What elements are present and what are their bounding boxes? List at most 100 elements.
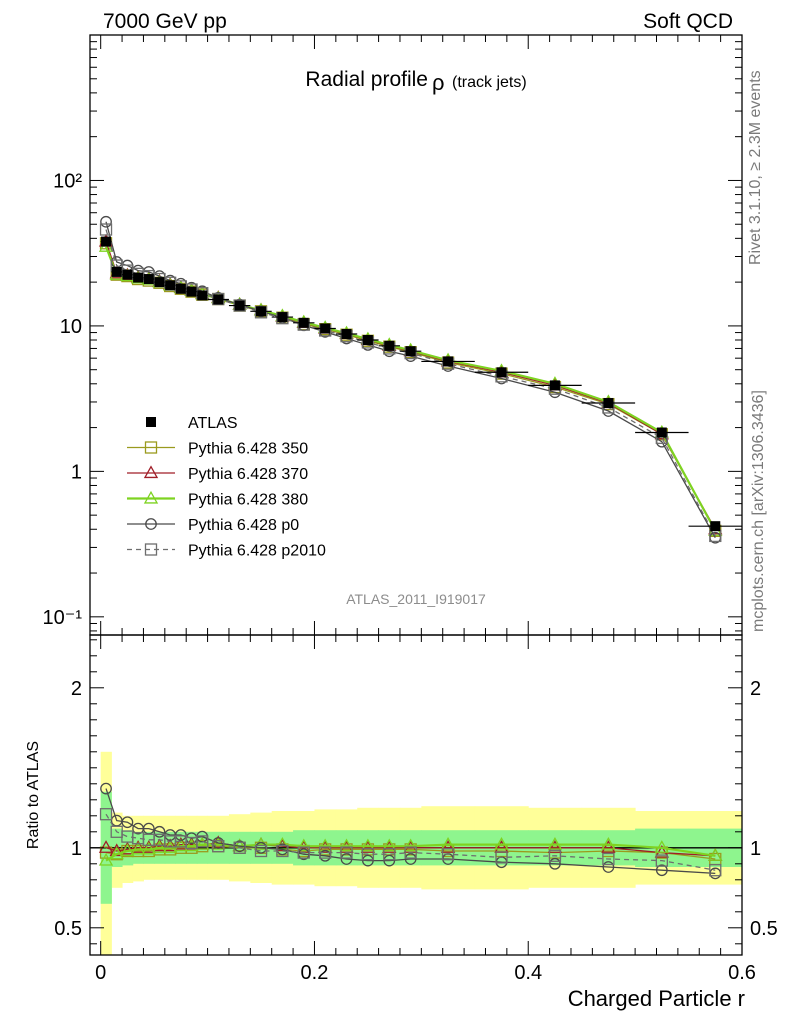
ratio-point [383, 848, 396, 861]
ratio-point [98, 852, 114, 866]
ratio-tick-label: 1 [71, 838, 82, 860]
ratio-point [121, 816, 134, 829]
data-point [443, 356, 454, 367]
ratio-point [130, 840, 146, 853]
ratio-point [441, 848, 455, 861]
ratio-point [173, 838, 189, 852]
legend-marker [144, 441, 158, 454]
data-point [320, 323, 331, 334]
legend-label: Pythia 6.428 350 [188, 441, 308, 458]
ratio-plot-frame [89, 634, 743, 956]
ratio-point [153, 825, 166, 838]
legend-label: Pythia 6.428 p0 [188, 517, 299, 534]
legend-marker [143, 490, 159, 504]
data-point [111, 266, 122, 277]
series-line [105, 229, 716, 537]
ratio-point [547, 840, 563, 853]
ratio-point [120, 843, 135, 857]
ratio-point [601, 836, 616, 850]
ratio-point [709, 864, 722, 877]
x-tick-label: 0.6 [728, 962, 756, 984]
ratio-point [602, 852, 615, 866]
category-label: Soft QCD [643, 10, 733, 33]
data-point [197, 290, 208, 301]
x-tick-label: 0.2 [301, 962, 329, 984]
y-tick-label-100: 10² [53, 170, 82, 192]
ratio-point [655, 854, 668, 867]
ratio-point [99, 808, 113, 821]
ratio-point [601, 840, 616, 853]
energy-label: 7000 GeV pp [103, 10, 227, 33]
ratio-point [233, 841, 246, 854]
data-point [549, 380, 560, 391]
ratio-point [494, 836, 509, 850]
y-tick-label-10: 10 [60, 316, 82, 338]
ratio-tick-label: 0.5 [54, 918, 82, 940]
ratio-tick-label: 2 [71, 678, 82, 700]
legend-marker [146, 417, 156, 427]
analysis-id-label: ATLAS_2011_I919017 [346, 591, 486, 607]
ratio-axis-label: Ratio to ATLAS [25, 741, 42, 849]
ratio-point [403, 838, 418, 852]
series-point [100, 215, 112, 228]
ratio-point [184, 838, 199, 852]
data-point [656, 427, 667, 438]
ratio-point [382, 838, 397, 852]
ratio-point [440, 840, 456, 853]
ratio-point [655, 864, 668, 877]
ratio-point [163, 838, 178, 852]
data-point [603, 398, 614, 409]
legend-label: Pythia 6.428 p2010 [188, 543, 326, 560]
ratio-tick-label-right: 2 [750, 678, 761, 700]
ratio-line [105, 813, 716, 871]
ratio-point [296, 838, 311, 852]
data-point [143, 274, 154, 285]
ratio-point [276, 844, 289, 858]
ratio-point [339, 838, 354, 852]
legend-marker [144, 543, 158, 556]
ratio-point [340, 853, 353, 865]
ratio-point [547, 836, 563, 850]
mcplots-reference-label: mcplots.cern.ch [arXiv:1306.3436] [750, 390, 767, 632]
ratio-point [100, 782, 112, 795]
ratio-point [152, 840, 167, 853]
ratio-point [549, 857, 561, 870]
ratio-tick-label-right: 0.5 [750, 918, 778, 940]
ratio-point [708, 848, 723, 861]
ratio-point [120, 841, 135, 855]
ratio-point [340, 846, 353, 859]
ratio-point [254, 844, 268, 858]
data-point [341, 328, 352, 339]
ratio-point [318, 846, 332, 859]
legend-marker [143, 465, 159, 479]
data-point [154, 277, 165, 288]
data-point [362, 335, 373, 346]
data-point [256, 306, 267, 317]
x-tick-label: 0.4 [514, 962, 542, 984]
series-point [99, 223, 113, 236]
ratio-point [297, 846, 310, 859]
ratio-point [196, 835, 209, 848]
ratio-point [98, 840, 114, 853]
ratio-line [105, 788, 716, 875]
ratio-point [212, 840, 225, 853]
ratio-point [173, 836, 189, 850]
legend-label: Pythia 6.428 380 [188, 492, 308, 509]
ratio-point [141, 841, 156, 855]
legend-marker [145, 518, 157, 530]
data-point [165, 280, 176, 291]
y-tick-label-0p1: 10⁻¹ [43, 607, 83, 629]
series-line [105, 221, 716, 539]
ratio-point [360, 838, 376, 852]
chart-title: Radial profile [305, 68, 428, 91]
ratio-point [174, 829, 187, 841]
data-point [213, 294, 224, 305]
data-point [122, 269, 133, 280]
data-point [175, 283, 186, 294]
rivet-version-label: Rivet 3.1.10, ≥ 2.3M events [747, 70, 764, 265]
data-point [277, 312, 288, 323]
ratio-tick-label-right: 1 [750, 838, 761, 860]
ratio-point [404, 846, 417, 859]
data-point [133, 272, 144, 283]
